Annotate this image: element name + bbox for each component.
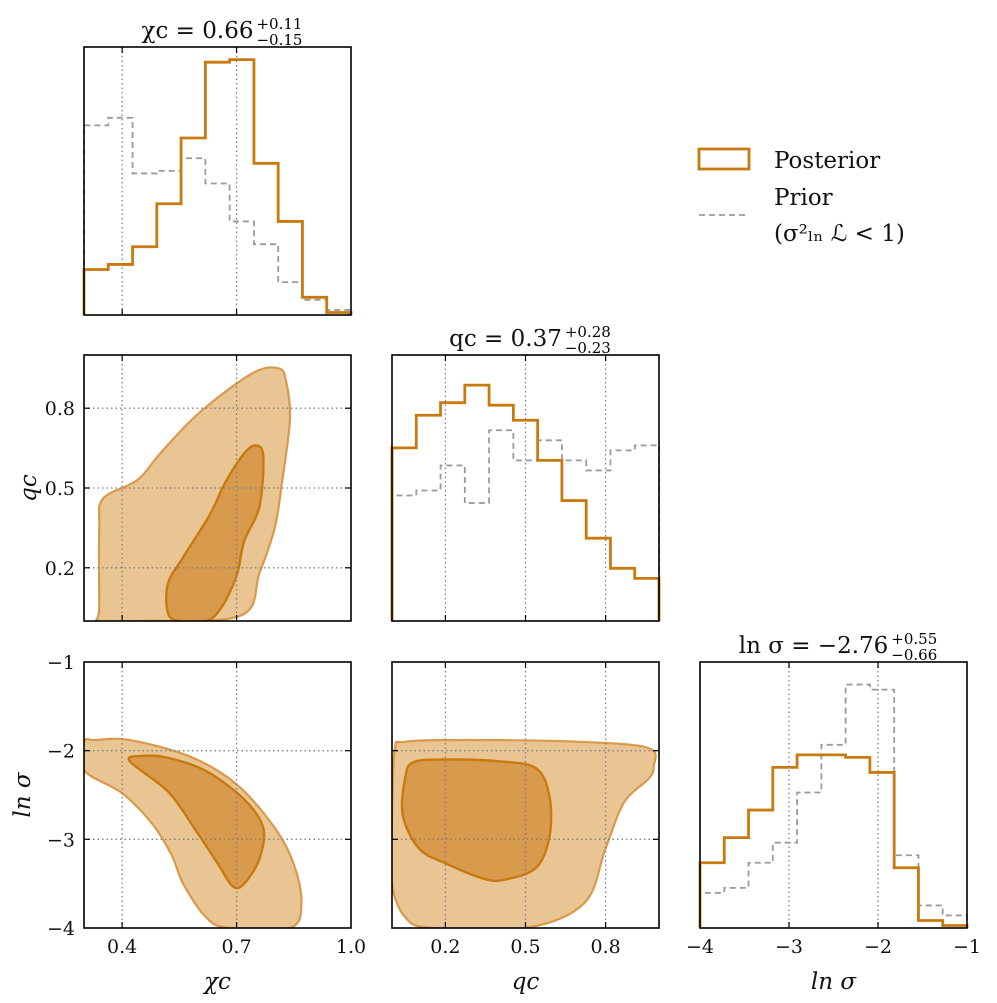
chi_c-marginal-title: χc = 0.66 <box>142 18 254 44</box>
q_c-marginal-frame <box>391 354 660 622</box>
qc-vs-chic-ytick-label-0: 0.2 <box>45 558 75 580</box>
qc-vs-chic-frame <box>83 354 352 622</box>
chi_c-marginal-posterior-line <box>82 58 353 315</box>
ln_sigma-marginal-title: ln σ = −2.76 <box>739 633 889 659</box>
lnsigma-vs-chic-ytick-label-2: −3 <box>47 829 75 851</box>
lnsigma-vs-chic-frame <box>83 661 352 929</box>
lnsigma-vs-qc-frame <box>391 661 660 929</box>
lnsigma-vs-chic-xlabel: χc <box>202 969 231 995</box>
lnsigma-vs-qc-xlabel: qc <box>512 969 540 995</box>
legend-prior-label: Prior <box>774 185 833 211</box>
ln_sigma-marginal-xtick-label-0: −4 <box>686 936 714 958</box>
ln_sigma-marginal-xtick-label-2: −2 <box>864 936 892 958</box>
chi_c-marginal-prior-line <box>83 116 352 315</box>
legend-posterior-swatch <box>697 147 751 171</box>
lnsigma-vs-chic-ylabel: ln σ <box>10 771 36 817</box>
lnsigma-vs-chic-xtick-label-2: 1.0 <box>336 936 366 958</box>
lnsigma-vs-chic-xtick-label-0: 0.4 <box>107 936 137 958</box>
legend: Posterior Prior (σ²ₗₙ ℒ < 1) <box>697 147 905 247</box>
lnsigma-vs-qc-inner-contour <box>400 758 553 883</box>
qc-vs-chic-ytick-label-2: 0.8 <box>45 398 75 420</box>
q_c-marginal-posterior-line <box>390 383 661 621</box>
ln_sigma-marginal-title-lower: −0.66 <box>891 646 937 664</box>
ln_sigma-marginal-xtick-label-3: −1 <box>953 936 981 958</box>
lnsigma-vs-chic-xtick-label-1: 0.7 <box>221 936 251 958</box>
legend-posterior-label: Posterior <box>774 148 880 174</box>
ln_sigma-marginal-title-upper: +0.55 <box>891 630 937 648</box>
ln_sigma-marginal-frame <box>699 661 968 929</box>
lnsigma-vs-chic-ytick-label-3: −4 <box>47 918 75 940</box>
lnsigma-vs-chic-inner-contour <box>127 754 266 890</box>
ln_sigma-marginal-xtick-label-1: −3 <box>775 936 803 958</box>
q_c-marginal-title-upper: +0.28 <box>565 323 611 341</box>
lnsigma-vs-qc-xtick-label-0: 0.2 <box>430 936 460 958</box>
lnsigma-vs-qc-xtick-label-2: 0.8 <box>590 936 620 958</box>
chi_c-marginal-title-lower: −0.15 <box>256 31 302 49</box>
ln_sigma-marginal-prior-line <box>699 683 968 928</box>
qc-vs-chic-ytick-label-1: 0.5 <box>45 478 75 500</box>
chi_c-marginal-frame <box>83 46 352 316</box>
ln_sigma-marginal-xlabel: ln σ <box>811 969 857 995</box>
lnsigma-vs-chic-ytick-label-1: −2 <box>47 741 75 763</box>
lnsigma-vs-qc-xtick-label-1: 0.5 <box>510 936 540 958</box>
q_c-marginal-title-lower: −0.23 <box>565 339 611 357</box>
legend-prior-condition: (σ²ₗₙ ℒ < 1) <box>774 221 905 247</box>
ln_sigma-marginal-posterior-line <box>698 753 969 928</box>
q_c-marginal-title: qc = 0.37 <box>449 326 562 352</box>
chi_c-marginal-title-upper: +0.11 <box>256 15 302 33</box>
q_c-marginal-prior-line <box>391 429 660 621</box>
lnsigma-vs-chic-ytick-label-0: −1 <box>47 652 75 674</box>
qc-vs-chic-ylabel: qc <box>16 474 42 502</box>
qc-vs-chic-inner-contour <box>165 444 265 621</box>
